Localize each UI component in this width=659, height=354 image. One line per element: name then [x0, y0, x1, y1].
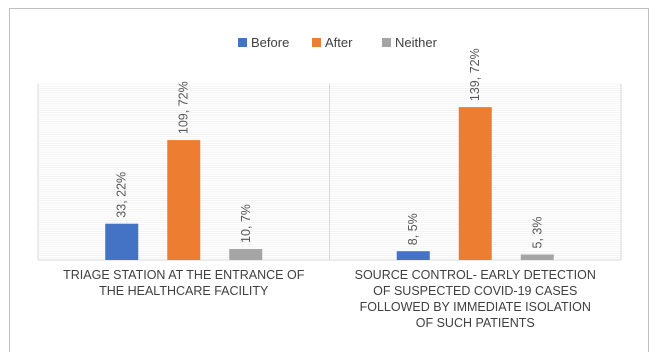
- data-label: 5, 3%: [530, 217, 544, 249]
- data-label: 8, 5%: [406, 213, 420, 245]
- legend-label: Neither: [395, 35, 438, 50]
- legend-swatch-after: [312, 38, 321, 47]
- data-label: 10, 7%: [239, 204, 253, 243]
- bar-before-1: [396, 251, 430, 260]
- bar-neither-0: [229, 249, 263, 260]
- legend-swatch-neither: [382, 38, 391, 47]
- bar-before-0: [105, 223, 139, 260]
- data-label: 109, 72%: [177, 81, 191, 134]
- bar-after-0: [167, 140, 201, 260]
- data-label: 33, 22%: [115, 172, 129, 218]
- category-label: FOLLOWED BY IMMEDIATE ISOLATION: [360, 300, 591, 314]
- bar-after-1: [458, 107, 492, 260]
- legend-label: After: [325, 35, 353, 50]
- legend-swatch-before: [238, 38, 247, 47]
- bar-neither-1: [520, 254, 554, 260]
- category-label: OF SUCH PATIENTS: [416, 316, 535, 330]
- category-label: THE HEALTHCARE FACILITY: [99, 284, 269, 298]
- legend-label: Before: [251, 35, 289, 50]
- data-label: 139, 72%: [468, 48, 482, 101]
- category-label: TRIAGE STATION AT THE ENTRANCE OF: [63, 268, 305, 282]
- category-label: SOURCE CONTROL- EARLY DETECTION: [355, 268, 596, 282]
- category-label: OF SUSPECTED COVID-19 CASES: [373, 284, 577, 298]
